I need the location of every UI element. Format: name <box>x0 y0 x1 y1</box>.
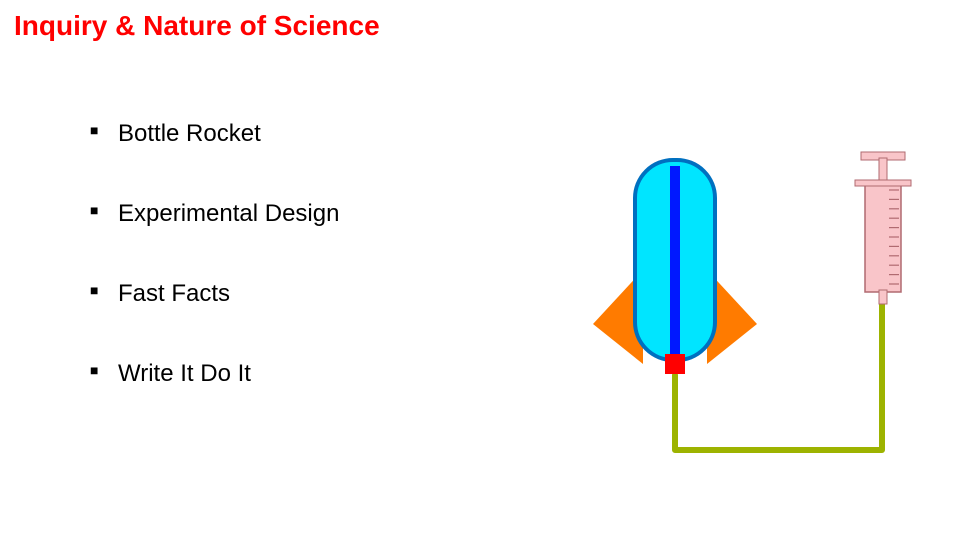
rocket-syringe-illustration <box>530 150 930 490</box>
syringe-icon <box>855 152 911 304</box>
bullet-list: Bottle Rocket Experimental Design Fast F… <box>90 120 339 440</box>
list-item: Bottle Rocket <box>90 120 339 148</box>
rocket-icon <box>593 160 757 374</box>
list-item: Write It Do It <box>90 360 339 388</box>
list-item: Fast Facts <box>90 280 339 308</box>
list-item: Experimental Design <box>90 200 339 228</box>
page-title: Inquiry & Nature of Science <box>14 10 380 42</box>
